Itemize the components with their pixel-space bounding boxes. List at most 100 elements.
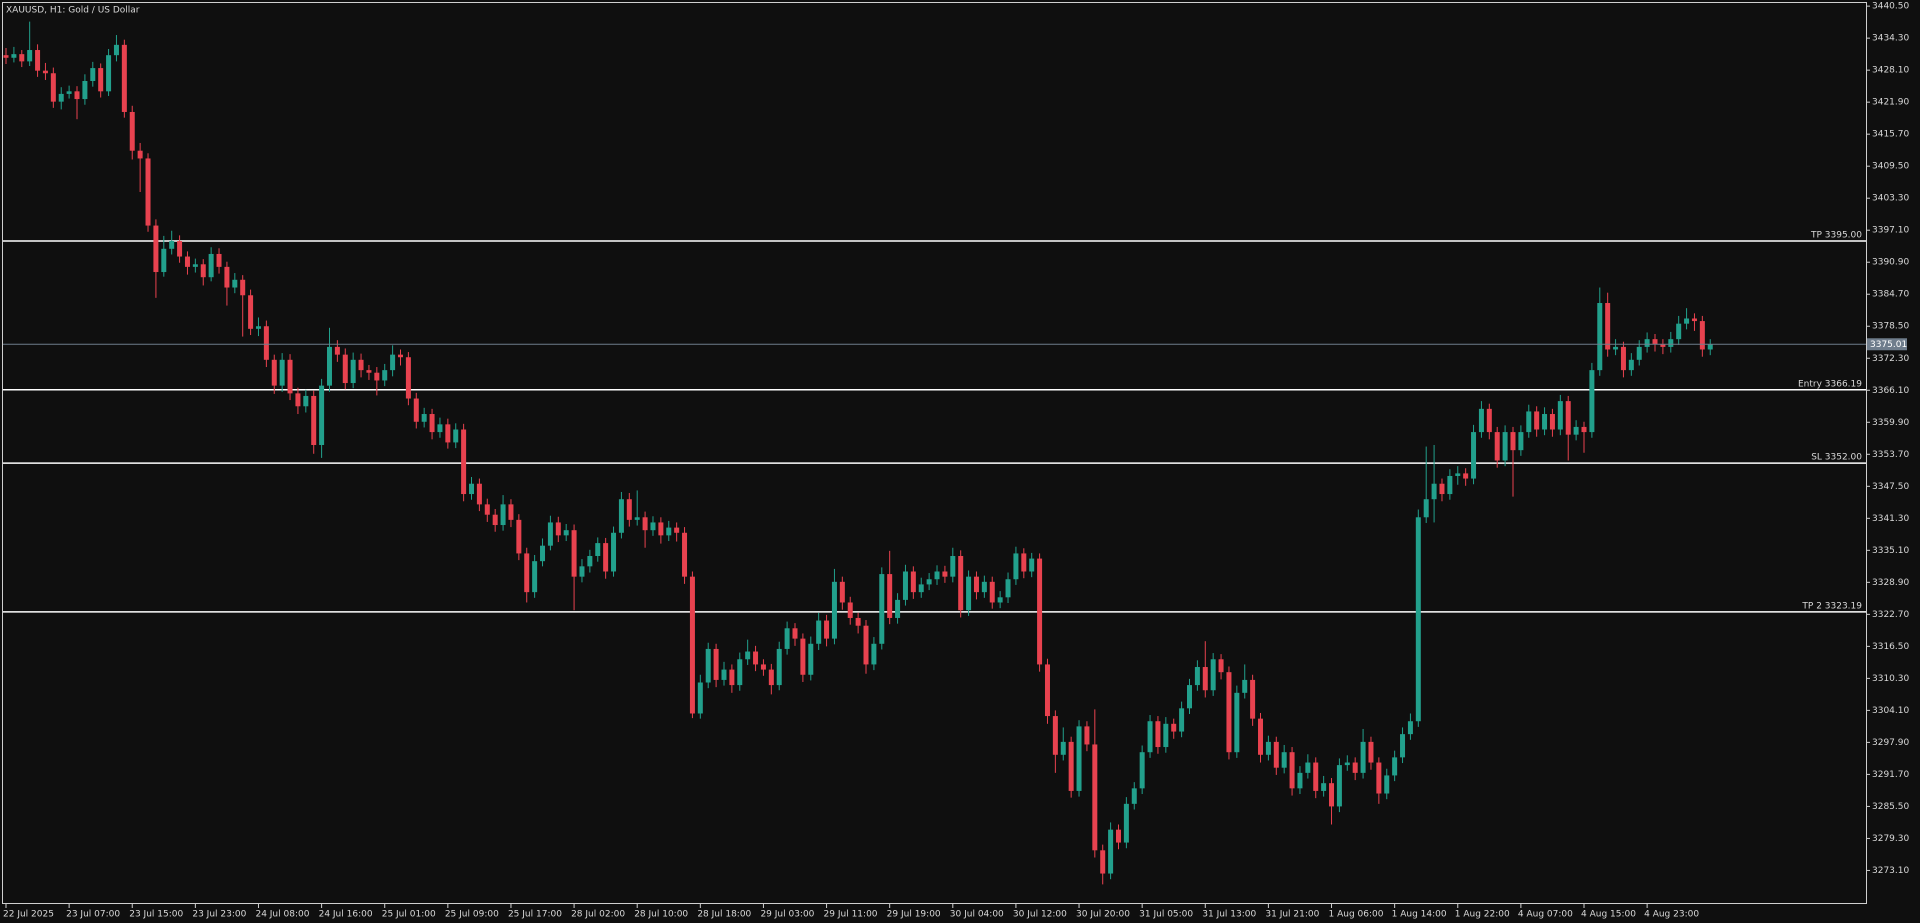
x-tick-label: 1 Aug 06:00 xyxy=(1329,910,1384,920)
candle-body xyxy=(760,664,766,670)
x-tick-label: 23 Jul 15:00 xyxy=(129,910,183,920)
candle-body xyxy=(674,527,680,533)
candle-body xyxy=(650,522,656,531)
x-tick-label: 30 Jul 12:00 xyxy=(1013,910,1067,920)
candle-body xyxy=(192,264,198,267)
x-tick-label: 28 Jul 02:00 xyxy=(571,910,625,920)
y-tick-label: 3353.70 xyxy=(1872,450,1909,460)
candle-body xyxy=(74,91,80,100)
candle-body xyxy=(800,638,806,675)
candle-body xyxy=(1092,744,1098,851)
candle-body xyxy=(547,522,553,546)
candle-body xyxy=(508,504,514,520)
candle-body xyxy=(721,669,727,680)
candle-body xyxy=(169,241,175,249)
candle-body xyxy=(1620,346,1626,371)
candle-body xyxy=(129,111,135,151)
candle-body xyxy=(831,581,837,639)
candle-body xyxy=(1179,708,1185,732)
candle-body xyxy=(429,414,435,433)
candle-body xyxy=(1352,762,1358,773)
candle-body xyxy=(405,357,411,399)
candle-body xyxy=(1534,411,1540,430)
candle-body xyxy=(421,414,427,422)
candle-body xyxy=(587,556,593,567)
candle-body xyxy=(200,264,206,278)
candle-body xyxy=(311,395,317,445)
candle-body xyxy=(926,579,932,585)
candle-body xyxy=(611,532,617,572)
candle-body xyxy=(808,643,814,675)
y-tick-label: 3421.90 xyxy=(1872,98,1909,108)
candle-body xyxy=(1265,741,1271,755)
candle-body xyxy=(287,359,293,394)
plot-frame xyxy=(2,2,1867,904)
candle-body xyxy=(413,398,419,422)
candle-body xyxy=(1258,718,1264,755)
candle-body xyxy=(1115,829,1121,843)
candle-body xyxy=(1021,553,1027,572)
candle-body xyxy=(1210,659,1216,691)
y-tick-label: 3372.30 xyxy=(1872,354,1909,364)
candle-body xyxy=(1108,829,1114,874)
x-tick-label: 28 Jul 10:00 xyxy=(634,910,688,920)
chart-title: XAUUSD, H1: Gold / US Dollar xyxy=(6,6,140,16)
candle-body xyxy=(1636,346,1642,360)
candle-body xyxy=(1392,757,1398,776)
candle-body xyxy=(1526,411,1532,433)
candle-body xyxy=(1060,741,1066,755)
candle-body xyxy=(1297,772,1303,789)
y-tick-label: 3297.90 xyxy=(1872,738,1909,748)
candle-body xyxy=(1502,432,1508,461)
y-tick-label: 3378.50 xyxy=(1872,322,1909,332)
level-label: SL 3352.00 xyxy=(1811,453,1862,463)
candle-body xyxy=(177,241,183,257)
candle-body xyxy=(997,597,1003,603)
candle-body xyxy=(1684,318,1690,324)
candle-body xyxy=(279,359,285,386)
y-tick-label: 3347.50 xyxy=(1872,482,1909,492)
candle-body xyxy=(603,543,609,572)
x-tick-label: 4 Aug 23:00 xyxy=(1644,910,1699,920)
candle-body xyxy=(500,504,506,526)
candle-body xyxy=(153,225,159,273)
candle-body xyxy=(1273,741,1279,768)
candle-body xyxy=(871,643,877,665)
candle-body xyxy=(1557,401,1563,430)
candle-body xyxy=(705,648,711,683)
x-tick-label: 4 Aug 07:00 xyxy=(1518,910,1573,920)
candle-body xyxy=(1668,339,1674,347)
candle-body xyxy=(66,91,72,94)
candle-body xyxy=(350,359,356,384)
candle-body xyxy=(879,574,885,644)
candle-body xyxy=(90,68,96,81)
candle-body xyxy=(1463,473,1469,479)
candle-body xyxy=(863,625,869,665)
candle-body xyxy=(106,55,112,92)
y-tick-label: 3403.30 xyxy=(1872,194,1909,204)
candle-body xyxy=(469,483,475,495)
candle-body xyxy=(1202,667,1208,691)
candle-body xyxy=(1336,765,1342,807)
candle-body xyxy=(1321,783,1327,791)
candle-body xyxy=(839,581,845,603)
y-tick-label: 3322.70 xyxy=(1872,610,1909,620)
candle-body xyxy=(895,599,901,618)
candle-body xyxy=(1573,426,1579,435)
y-tick-label: 3434.30 xyxy=(1872,34,1909,44)
candle-body xyxy=(216,253,222,267)
candle-body xyxy=(319,385,325,445)
candle-body xyxy=(1037,558,1043,665)
x-tick-label: 25 Jul 09:00 xyxy=(445,910,499,920)
candle-body xyxy=(524,553,530,593)
y-tick-label: 3279.30 xyxy=(1872,834,1909,844)
candle-body xyxy=(1187,685,1192,709)
candle-body xyxy=(950,556,956,577)
level-label: TP 2 3323.19 xyxy=(1801,601,1862,611)
candle-body xyxy=(295,393,301,407)
level-label: TP 3395.00 xyxy=(1810,231,1862,241)
x-tick-label: 25 Jul 01:00 xyxy=(382,910,436,920)
x-tick-label: 23 Jul 07:00 xyxy=(66,910,120,920)
candle-body xyxy=(1250,679,1256,719)
